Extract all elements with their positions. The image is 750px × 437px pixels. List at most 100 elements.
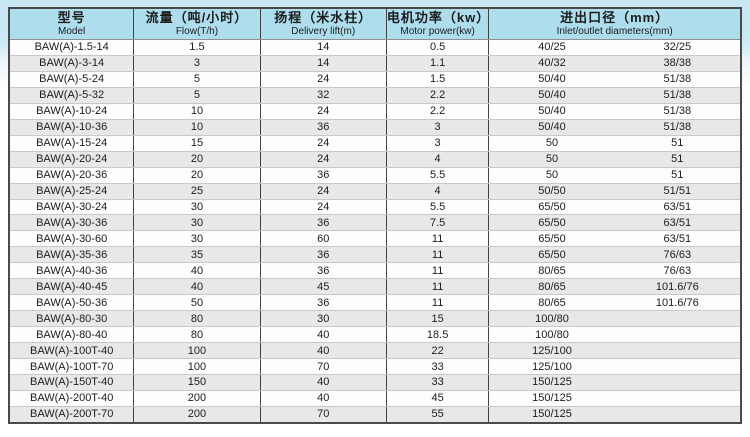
flow-cell: 5 bbox=[134, 87, 261, 103]
table-row: BAW(A)-10-24 10 24 2.2 50/40 51/38 bbox=[10, 103, 740, 120]
inlet-diameter-value: 50 bbox=[545, 137, 559, 150]
delivery-lift-cell: 36 bbox=[261, 295, 387, 311]
flow-cell: 150 bbox=[134, 375, 261, 390]
motor-power-cell: 2.2 bbox=[387, 87, 490, 103]
delivery-lift-cell: 40 bbox=[261, 390, 387, 406]
motor-power-cell: 1.1 bbox=[387, 55, 490, 71]
inlet-outlet-cell: 100/80 bbox=[489, 327, 740, 342]
outlet-diameter-value: 51/38 bbox=[663, 73, 692, 86]
inlet-diameter-value: 80/65 bbox=[538, 296, 566, 309]
table-row: BAW(A)-5-24 5 24 1.5 50/40 51/38 bbox=[10, 71, 740, 88]
delivery-lift-cell: 36 bbox=[261, 119, 387, 135]
inlet-diameter-value: 50 bbox=[545, 153, 559, 166]
column-header-model: 型号 Model bbox=[10, 9, 135, 39]
motor-power-cell: 11 bbox=[387, 279, 490, 295]
inlet-outlet-cell: 50/40 51/38 bbox=[489, 104, 740, 119]
table-row: BAW(A)-150T-40 150 40 33 150/125 bbox=[10, 375, 740, 391]
motor-power-cell: 33 bbox=[387, 375, 490, 390]
flow-cell: 20 bbox=[134, 167, 261, 183]
column-header-motor-power-zh-label: 电机功率（kw） bbox=[386, 9, 491, 25]
flow-cell: 10 bbox=[134, 103, 261, 119]
column-header-motor-power: 电机功率（kw） Motor power(kw) bbox=[386, 9, 491, 39]
model-cell: BAW(A)-30-36 bbox=[10, 215, 135, 231]
outlet-diameter-value: 63/51 bbox=[663, 232, 692, 245]
motor-power-cell: 11 bbox=[387, 247, 490, 263]
model-cell: BAW(A)-25-24 bbox=[10, 183, 135, 199]
delivery-lift-cell: 14 bbox=[261, 55, 387, 71]
flow-cell: 25 bbox=[134, 183, 261, 199]
flow-cell: 3 bbox=[134, 55, 261, 71]
model-cell: BAW(A)-40-36 bbox=[10, 263, 135, 279]
inlet-diameter-value: 100/80 bbox=[535, 328, 569, 341]
table-row: BAW(A)-30-60 30 60 11 65/50 63/51 bbox=[10, 231, 740, 248]
outlet-diameter-value: 51/51 bbox=[663, 185, 692, 198]
inlet-outlet-cell: 50 51 bbox=[489, 136, 740, 151]
outlet-diameter-value: 38/38 bbox=[663, 57, 692, 70]
inlet-outlet-cell: 50/40 51/38 bbox=[489, 72, 740, 87]
motor-power-cell: 4 bbox=[387, 151, 490, 167]
table-row: BAW(A)-40-45 40 45 11 80/65 101.6/76 bbox=[10, 279, 740, 296]
delivery-lift-cell: 45 bbox=[261, 279, 387, 295]
inlet-diameter-value: 50 bbox=[545, 169, 559, 182]
model-cell: BAW(A)-20-36 bbox=[10, 167, 135, 183]
table-row: BAW(A)-30-36 30 36 7.5 65/50 63/51 bbox=[10, 215, 740, 232]
motor-power-cell: 7.5 bbox=[387, 215, 490, 231]
inlet-outlet-cell: 80/65 101.6/76 bbox=[489, 279, 740, 294]
table-row: BAW(A)-5-32 5 32 2.2 50/40 51/38 bbox=[10, 87, 740, 104]
model-cell: BAW(A)-1.5-14 bbox=[10, 40, 135, 55]
motor-power-cell: 1.5 bbox=[387, 71, 490, 87]
inlet-diameter-value: 150/125 bbox=[532, 408, 572, 421]
delivery-lift-cell: 36 bbox=[261, 263, 387, 279]
model-cell: BAW(A)-80-30 bbox=[10, 311, 135, 327]
inlet-outlet-cell: 50/40 51/38 bbox=[489, 88, 740, 103]
column-header-inlet-outlet-zh-label: 进出口径（mm） bbox=[560, 9, 670, 25]
column-header-delivery-lift-zh-label: 扬程（米水柱） bbox=[274, 9, 373, 25]
motor-power-cell: 3 bbox=[387, 119, 490, 135]
table-row: BAW(A)-20-36 20 36 5.5 50 51 bbox=[10, 167, 740, 184]
inlet-diameter-value: 65/50 bbox=[538, 216, 566, 229]
flow-cell: 5 bbox=[134, 71, 261, 87]
motor-power-cell: 15 bbox=[387, 311, 490, 327]
column-header-model-zh-label: 型号 bbox=[57, 9, 86, 25]
flow-cell: 10 bbox=[134, 119, 261, 135]
column-header-flow-en-label: Flow(T/h) bbox=[175, 26, 219, 38]
flow-cell: 100 bbox=[134, 359, 261, 375]
outlet-diameter-value: 63/51 bbox=[663, 201, 692, 213]
inlet-diameter-value: 65/50 bbox=[538, 232, 566, 245]
model-cell: BAW(A)-10-36 bbox=[10, 119, 135, 135]
inlet-diameter-value: 100/80 bbox=[535, 312, 569, 325]
motor-power-cell: 55 bbox=[387, 406, 490, 422]
outlet-diameter-value: 51 bbox=[671, 137, 684, 150]
outlet-diameter-value: 101.6/76 bbox=[655, 296, 699, 309]
delivery-lift-cell: 24 bbox=[261, 71, 387, 87]
delivery-lift-cell: 40 bbox=[261, 375, 387, 390]
inlet-outlet-cell: 40/25 32/25 bbox=[489, 40, 740, 55]
outlet-diameter-value: 51/38 bbox=[663, 105, 692, 118]
table-row: BAW(A)-25-24 25 24 4 50/50 51/51 bbox=[10, 183, 740, 200]
flow-cell: 30 bbox=[134, 199, 261, 215]
table-body: BAW(A)-1.5-14 1.5 14 0.5 40/25 32/25 BAW… bbox=[10, 40, 740, 422]
flow-cell: 1.5 bbox=[134, 40, 261, 55]
flow-cell: 80 bbox=[134, 311, 261, 327]
inlet-diameter-value: 40/25 bbox=[538, 41, 566, 54]
inlet-diameter-value: 40/32 bbox=[538, 57, 566, 70]
inlet-diameter-value: 125/100 bbox=[532, 344, 572, 357]
motor-power-cell: 4 bbox=[387, 183, 490, 199]
inlet-outlet-cell: 150/125 bbox=[489, 375, 740, 390]
flow-cell: 20 bbox=[134, 151, 261, 167]
flow-cell: 200 bbox=[134, 406, 261, 422]
table-row: BAW(A)-40-36 40 36 11 80/65 76/63 bbox=[10, 263, 740, 280]
delivery-lift-cell: 24 bbox=[261, 135, 387, 151]
model-cell: BAW(A)-10-24 bbox=[10, 103, 135, 119]
column-header-flow-zh-label: 流量（吨/小时） bbox=[145, 9, 249, 25]
outlet-diameter-value: 51/38 bbox=[663, 89, 692, 102]
model-cell: BAW(A)-80-40 bbox=[10, 327, 135, 343]
inlet-diameter-value: 50/40 bbox=[538, 89, 566, 102]
inlet-diameter-value: 125/100 bbox=[532, 360, 572, 373]
pump-spec-table: 型号 Model 流量（吨/小时） Flow(T/h) 扬程（米水柱） Deli… bbox=[8, 7, 742, 424]
model-cell: BAW(A)-30-60 bbox=[10, 231, 135, 247]
model-cell: BAW(A)-150T-40 bbox=[10, 375, 135, 390]
model-cell: BAW(A)-100T-70 bbox=[10, 359, 135, 375]
model-cell: BAW(A)-30-24 bbox=[10, 199, 135, 215]
column-header-flow: 流量（吨/小时） Flow(T/h) bbox=[134, 9, 261, 39]
